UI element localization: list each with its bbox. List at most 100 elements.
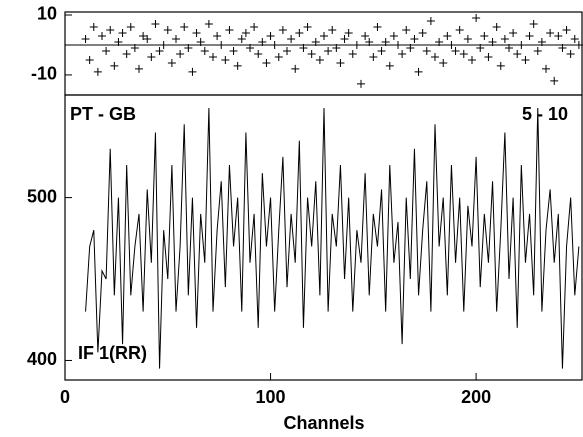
point	[562, 25, 571, 34]
point	[566, 49, 575, 58]
point	[537, 37, 546, 46]
point	[394, 40, 402, 49]
point	[377, 46, 386, 55]
annotation: 5 - 10	[522, 104, 568, 124]
y-tick-label: -10	[31, 64, 57, 84]
point	[373, 22, 382, 31]
point	[459, 49, 468, 58]
point	[204, 19, 213, 28]
point	[172, 34, 180, 43]
point	[402, 25, 411, 34]
plot-frame	[64, 11, 583, 96]
x-tick-label: 200	[461, 387, 491, 407]
point	[283, 46, 291, 55]
point	[106, 25, 115, 34]
point	[324, 46, 333, 55]
point	[200, 46, 209, 55]
point	[221, 55, 230, 64]
point	[574, 40, 583, 49]
point	[89, 22, 98, 31]
point	[274, 52, 283, 61]
point	[463, 34, 472, 43]
point	[509, 28, 518, 37]
point	[167, 58, 176, 67]
point	[114, 37, 123, 46]
x-tick-label: 0	[60, 387, 70, 407]
point	[340, 34, 349, 43]
point	[426, 16, 435, 25]
point	[525, 31, 534, 40]
point	[258, 37, 267, 46]
point	[414, 67, 423, 76]
point	[443, 31, 452, 40]
point	[135, 64, 143, 73]
point	[488, 37, 497, 46]
point	[246, 43, 254, 52]
point	[303, 22, 312, 31]
point	[291, 64, 300, 73]
point	[496, 61, 505, 70]
point	[98, 31, 106, 40]
point	[163, 25, 172, 34]
point	[484, 52, 493, 61]
point	[266, 31, 275, 40]
point	[381, 37, 390, 46]
point	[229, 46, 238, 55]
point	[311, 37, 320, 46]
point	[410, 34, 419, 43]
annotation: PT - GB	[70, 104, 136, 124]
point	[389, 31, 398, 40]
point	[529, 19, 538, 28]
point	[439, 58, 448, 67]
point	[332, 43, 341, 52]
point	[299, 43, 308, 52]
point	[254, 49, 263, 58]
point	[435, 37, 444, 46]
point	[476, 43, 485, 52]
y-tick-label: 500	[27, 186, 57, 206]
point	[147, 52, 156, 61]
point	[209, 52, 217, 61]
point	[184, 43, 193, 52]
point	[550, 76, 559, 85]
point	[480, 31, 489, 40]
point	[328, 25, 337, 34]
point	[451, 46, 460, 55]
point	[570, 34, 579, 43]
point	[558, 43, 567, 52]
point	[418, 28, 427, 37]
point	[315, 55, 324, 64]
point	[320, 31, 328, 40]
point	[295, 28, 304, 37]
point	[365, 37, 374, 46]
point	[287, 34, 296, 43]
point	[369, 52, 378, 61]
point	[122, 49, 131, 58]
point	[159, 40, 168, 49]
line	[85, 108, 580, 369]
point	[422, 46, 431, 55]
point	[155, 46, 164, 55]
point	[250, 22, 259, 31]
point	[196, 37, 205, 46]
point	[93, 67, 102, 76]
point	[130, 43, 139, 52]
point	[385, 61, 394, 70]
point	[468, 55, 476, 64]
point	[180, 22, 189, 31]
plot-frame	[64, 94, 583, 381]
point	[431, 52, 439, 61]
point	[233, 61, 242, 70]
annotation: IF 1(RR)	[78, 343, 147, 363]
point	[126, 22, 135, 31]
point	[270, 40, 279, 49]
point	[352, 40, 361, 49]
point	[492, 22, 501, 31]
point	[143, 34, 152, 43]
point	[213, 31, 222, 40]
point	[348, 49, 357, 58]
point	[521, 55, 530, 64]
point	[500, 34, 509, 43]
